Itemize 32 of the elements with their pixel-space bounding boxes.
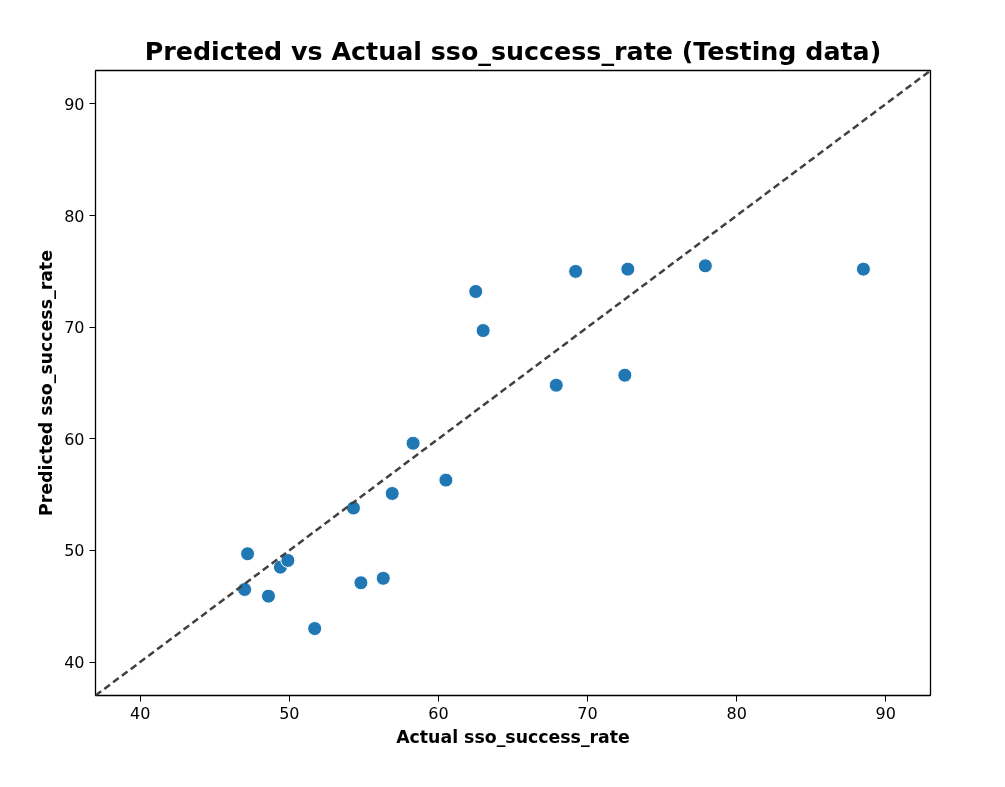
x-tick-label: 90 [875,703,896,723]
x-tick-label: 60 [428,703,449,723]
point [617,367,633,383]
x-tick-label: 40 [130,703,151,723]
y-tick-label: 90 [64,94,85,114]
point [353,575,369,591]
x-tick-label: 50 [279,703,300,723]
x-axis-title: Actual sso_success_rate [396,726,630,747]
y-tick-label: 60 [64,429,85,449]
y-tick-label: 70 [64,318,85,338]
point [280,552,296,568]
x-tick-label: 70 [577,703,598,723]
point [405,435,421,451]
point [548,377,564,393]
x-tick-label: 80 [726,703,747,723]
y-axis-title: Predicted sso_success_rate [36,250,57,516]
y-tick-label: 80 [64,206,85,226]
point [475,323,491,339]
y-tick-label: 40 [64,653,85,673]
point [438,472,454,488]
point [855,261,871,277]
point [375,570,391,586]
point [384,486,400,501]
point [568,263,584,279]
point [468,284,484,299]
point [260,588,276,604]
point [240,546,256,562]
y-tick-label: 50 [64,541,85,561]
chart-title: Predicted vs Actual sso_success_rate (Testing data) [144,35,882,66]
point [697,258,713,274]
point [620,261,636,277]
point [307,621,323,637]
